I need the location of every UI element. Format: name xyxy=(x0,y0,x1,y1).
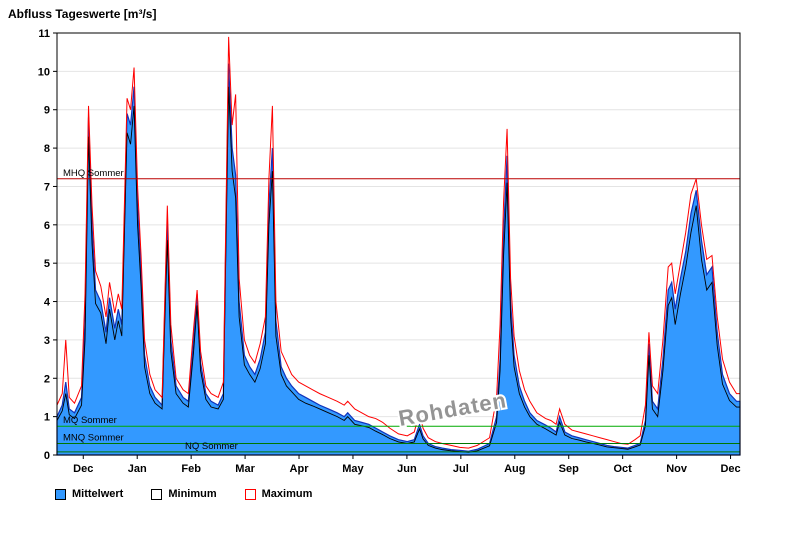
legend: Mittelwert Minimum Maximum xyxy=(55,488,800,500)
reference-line-label: NQ Sommer xyxy=(185,441,238,452)
max-line xyxy=(56,36,740,449)
x-tick-label: Dec xyxy=(720,463,740,475)
legend-item-maximum: Maximum xyxy=(244,488,313,500)
y-tick-label: 4 xyxy=(44,297,51,309)
legend-label-minimum: Minimum xyxy=(168,488,217,500)
x-tick-label: May xyxy=(342,463,364,475)
maximum-swatch xyxy=(244,488,256,500)
y-tick-label: 8 xyxy=(44,143,50,155)
mean-area xyxy=(56,63,741,456)
minimum-swatch xyxy=(151,488,163,500)
reference-line-label: MHQ Sommer xyxy=(63,168,124,179)
x-tick-label: Aug xyxy=(504,463,525,475)
x-tick-label: Nov xyxy=(666,463,688,475)
y-tick-label: 0 xyxy=(44,450,50,462)
reference-line-label: MNQ Sommer xyxy=(63,432,124,443)
reference-line-label: MQ Sommer xyxy=(63,415,117,426)
y-tick-label: 5 xyxy=(44,258,50,270)
y-tick-label: 9 xyxy=(44,105,50,117)
x-tick-label: Jun xyxy=(397,463,417,475)
y-tick-label: 7 xyxy=(44,181,50,193)
y-tick-label: 3 xyxy=(44,335,50,347)
x-tick-label: Feb xyxy=(181,463,201,475)
min-line xyxy=(56,86,740,453)
legend-item-minimum: Minimum xyxy=(151,488,217,500)
x-tick-label: Sep xyxy=(559,463,579,475)
x-tick-label: Jul xyxy=(453,463,469,475)
x-tick-label: Apr xyxy=(290,463,310,475)
y-tick-label: 10 xyxy=(38,66,50,78)
y-tick-label: 1 xyxy=(44,412,50,424)
chart-title: Abfluss Tageswerte [m³/s] xyxy=(8,7,157,21)
legend-label-mittelwert: Mittelwert xyxy=(72,488,124,500)
mittelwert-swatch xyxy=(55,488,66,500)
plot-frame xyxy=(56,32,741,456)
y-tick-label: 11 xyxy=(38,28,50,40)
x-tick-label: Dec xyxy=(73,463,93,475)
x-tick-label: Oct xyxy=(613,463,632,475)
legend-label-maximum: Maximum xyxy=(261,488,313,500)
y-tick-label: 6 xyxy=(44,220,50,232)
legend-item-mittelwert: Mittelwert xyxy=(55,488,123,500)
x-tick-label: Mar xyxy=(235,463,255,475)
x-tick-label: Jan xyxy=(128,463,147,475)
y-tick-label: 2 xyxy=(44,373,50,385)
